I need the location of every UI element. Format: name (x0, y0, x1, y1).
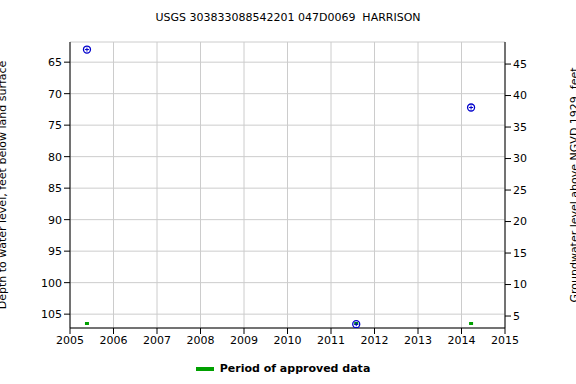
svg-text:2012: 2012 (361, 334, 389, 347)
svg-text:85: 85 (48, 182, 62, 195)
svg-text:Groundwater level above NGVD 1: Groundwater level above NGVD 1929, feet (568, 67, 569, 303)
svg-text:2007: 2007 (143, 334, 171, 347)
svg-text:2009: 2009 (230, 334, 258, 347)
svg-text:65: 65 (48, 56, 62, 69)
svg-text:10: 10 (513, 278, 527, 291)
svg-text:95: 95 (48, 245, 62, 258)
html-text:USGS 303833088542201 047D0069: USGS 303833088542201 047D0069 HARRISON (155, 11, 421, 24)
svg-text:15: 15 (513, 247, 527, 260)
svg-text:20: 20 (513, 215, 527, 228)
svg-text:40: 40 (513, 89, 527, 102)
svg-text:30: 30 (513, 152, 527, 165)
html-text:Period of approved data: Period of approved data (219, 362, 371, 375)
svg-text:2005: 2005 (56, 334, 84, 347)
svg-text:45: 45 (513, 58, 527, 71)
svg-text:2011: 2011 (317, 334, 345, 347)
svg-text:2013: 2013 (404, 334, 432, 347)
svg-text:2008: 2008 (187, 334, 215, 347)
svg-text:2014: 2014 (448, 334, 476, 347)
svg-text:100: 100 (41, 277, 62, 290)
svg-text:105: 105 (41, 308, 62, 321)
svg-text:2015: 2015 (491, 334, 519, 347)
svg-text:70: 70 (48, 88, 62, 101)
svg-text:75: 75 (48, 119, 62, 132)
svg-text:Depth to water level, feet bel: Depth to water level, feet below land su… (8, 60, 9, 309)
svg-text:80: 80 (48, 151, 62, 164)
svg-text:2010: 2010 (274, 334, 302, 347)
svg-text:35: 35 (513, 121, 527, 134)
svg-text:2006: 2006 (100, 334, 128, 347)
svg-text:90: 90 (48, 214, 62, 227)
svg-text:25: 25 (513, 184, 527, 197)
svg-text:5: 5 (513, 310, 520, 323)
